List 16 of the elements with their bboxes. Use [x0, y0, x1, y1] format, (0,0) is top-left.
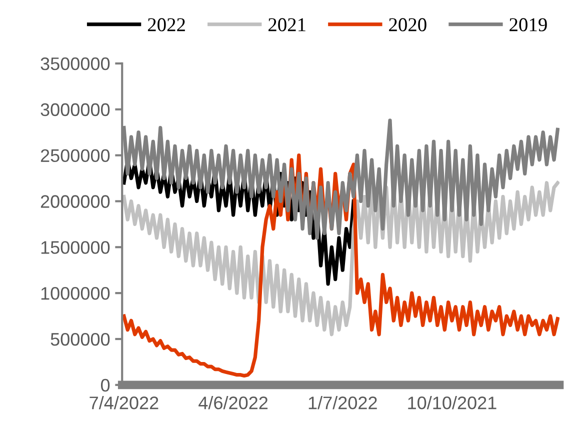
legend-label: 2020 — [389, 18, 426, 32]
x-tick-label: 1/7/2022 — [308, 396, 377, 410]
x-tick-label: 7/4/2022 — [90, 396, 158, 410]
y-tick-label: 3000000 — [40, 103, 110, 116]
y-tick-label: 3500000 — [40, 57, 110, 70]
y-tick-label: 0 — [100, 378, 110, 392]
y-tick-label: 2500000 — [40, 149, 110, 162]
y-tick-label: 500000 — [50, 332, 110, 346]
x-tick-label: 4/6/2022 — [198, 396, 268, 410]
y-tick-label: 1000000 — [41, 287, 110, 300]
legend-label: 2022 — [148, 18, 185, 32]
legend-label: 2021 — [268, 18, 306, 32]
y-tick-label: 2000000 — [40, 195, 110, 208]
y-tick-label: 1500000 — [41, 241, 110, 254]
legend-label: 2019 — [510, 18, 547, 32]
x-tick-label: 10/10/2021 — [408, 396, 496, 410]
